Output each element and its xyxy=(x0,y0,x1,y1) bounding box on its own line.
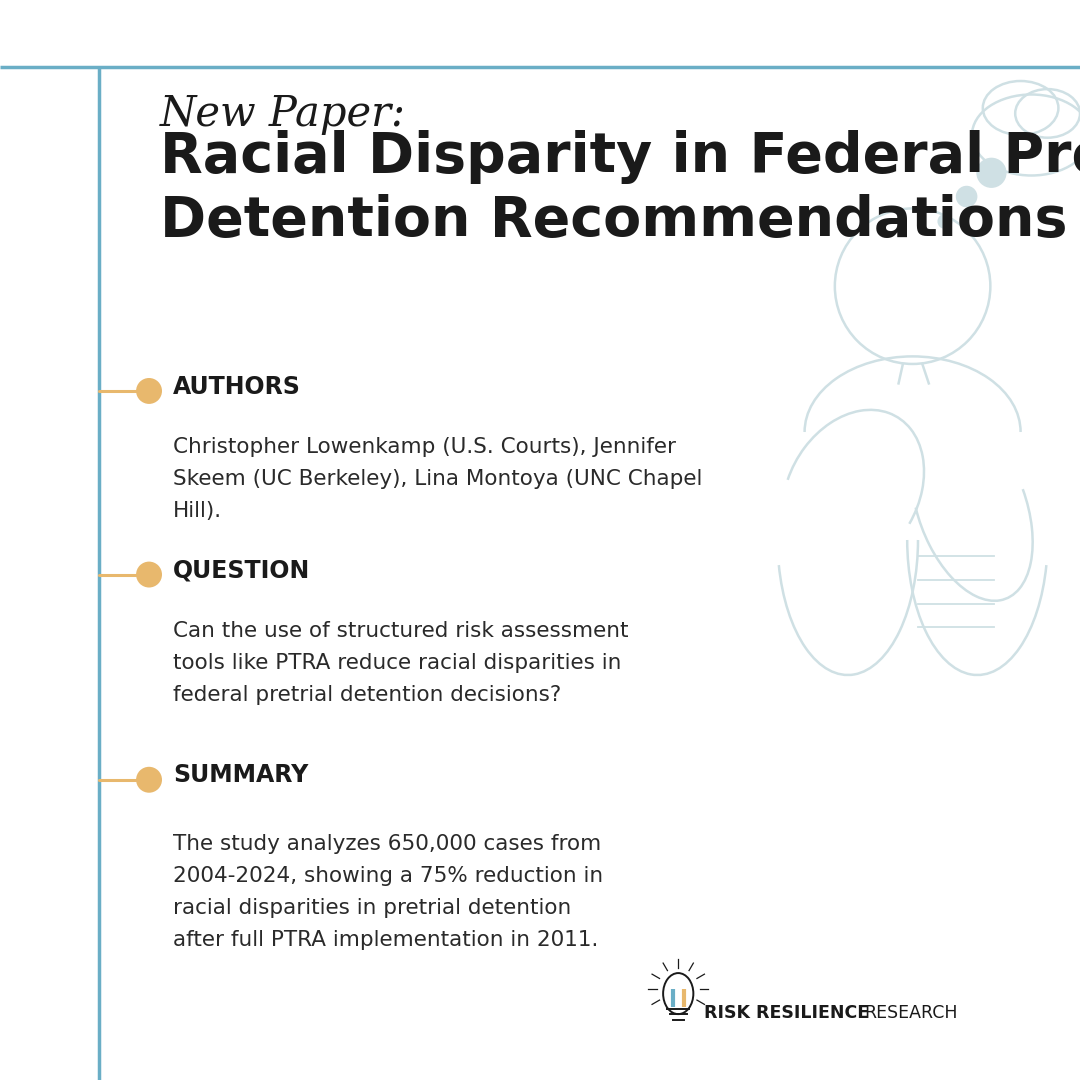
Text: Can the use of structured risk assessment
tools like PTRA reduce racial disparit: Can the use of structured risk assessmen… xyxy=(173,621,629,705)
Circle shape xyxy=(956,186,977,207)
Text: New Paper:: New Paper: xyxy=(160,93,406,135)
Text: AUTHORS: AUTHORS xyxy=(173,375,300,399)
Text: Christopher Lowenkamp (U.S. Courts), Jennifer
Skeem (UC Berkeley), Lina Montoya : Christopher Lowenkamp (U.S. Courts), Jen… xyxy=(173,437,702,522)
Circle shape xyxy=(976,158,1007,188)
Text: QUESTION: QUESTION xyxy=(173,558,310,582)
Circle shape xyxy=(136,378,162,404)
Text: Detention Recommendations: Detention Recommendations xyxy=(160,194,1067,248)
Text: The study analyzes 650,000 cases from
2004-2024, showing a 75% reduction in
raci: The study analyzes 650,000 cases from 20… xyxy=(173,834,603,949)
Text: RESEARCH: RESEARCH xyxy=(864,1004,958,1022)
Circle shape xyxy=(136,562,162,588)
Circle shape xyxy=(937,214,953,229)
Text: RISK RESILIENCE: RISK RESILIENCE xyxy=(704,1004,869,1022)
Text: SUMMARY: SUMMARY xyxy=(173,764,308,787)
Circle shape xyxy=(136,767,162,793)
Text: Racial Disparity in Federal Pretrial: Racial Disparity in Federal Pretrial xyxy=(160,130,1080,184)
